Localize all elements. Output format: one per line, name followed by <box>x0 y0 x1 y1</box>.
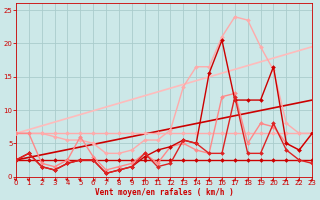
X-axis label: Vent moyen/en rafales ( km/h ): Vent moyen/en rafales ( km/h ) <box>95 188 233 197</box>
